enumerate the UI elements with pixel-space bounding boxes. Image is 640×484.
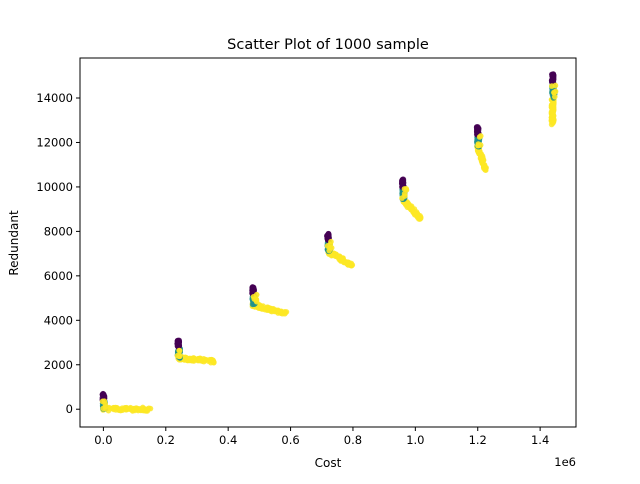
scatter-point [210,357,216,363]
y-tick-label: 2000 [44,358,73,372]
y-tick-label: 0 [66,402,73,416]
scatter-point [253,296,260,303]
y-tick-label: 14000 [36,91,73,105]
y-tick-label: 4000 [44,313,73,327]
scatter-point [402,200,408,207]
scatter-point [348,260,355,267]
scatter-point [550,112,557,118]
chart-title: Scatter Plot of 1000 sample [227,37,429,53]
scatter-point [116,406,123,413]
x-tick-label: 0.4 [219,433,237,447]
scatter-point [100,405,106,412]
scatter-point [416,216,422,222]
x-tick-label: 0.8 [344,433,362,447]
scatter-point [475,125,481,132]
scatter-point [549,72,556,78]
scatter-point [250,288,256,295]
scatter-point [550,101,556,107]
scatter-point [552,88,559,95]
axes-frame [79,57,577,428]
x-tick-label: 0.2 [157,433,175,447]
scatter-point [127,404,134,411]
scatter-point [400,178,407,184]
scatter-point [550,77,557,83]
scatter-point [100,392,106,398]
y-axis-ticks: 0 2000 4000 6000 8000 10000 12000 14000 [36,91,80,416]
scatter-point [190,356,197,363]
scatter-point [328,238,334,245]
scatter-point [551,93,558,100]
x-axis-label: Cost [315,456,342,470]
y-tick-label: 6000 [44,269,73,283]
scatter-point [270,306,276,313]
y-tick-label: 10000 [36,180,73,194]
scatter-point [479,156,486,163]
y-tick-label: 8000 [44,224,73,238]
x-axis-offset-label: 1e6 [554,455,576,469]
scatter-point [327,244,333,251]
scatter-point [336,256,343,263]
scatter-point [123,406,130,413]
scatter-point [282,310,288,317]
scatter-point [552,82,559,89]
x-tick-label: 1.2 [469,433,487,447]
scatter-point [407,203,414,210]
x-tick-label: 1.0 [406,433,424,447]
scatter-point [401,190,408,197]
scatter-point [475,142,481,149]
scatter-points [99,71,559,414]
scatter-point [399,195,405,201]
scatter-point [174,341,181,347]
x-axis-ticks: 0.0 0.2 0.4 0.6 0.8 1.0 1.2 1.4 [94,427,549,447]
scatter-point [102,401,109,407]
scatter-point [477,151,484,158]
scatter-point [144,406,151,413]
x-tick-label: 0.6 [281,433,299,447]
scatter-point [186,355,192,362]
scatter-point [401,186,408,192]
scatter-point [549,118,555,125]
scatter-point [133,406,140,412]
x-tick-label: 0.0 [94,433,112,447]
y-axis-label: Redundant [7,210,21,276]
scatter-point [176,348,183,354]
x-tick-label: 1.4 [531,433,549,447]
scatter-point [480,164,487,170]
scatter-point [177,353,183,360]
scatter-point [262,305,269,312]
scatter-point [412,210,419,217]
scatter-point [476,134,483,140]
y-tick-label: 12000 [36,135,73,149]
scatter-point [275,307,281,314]
scatter-point [197,356,204,362]
